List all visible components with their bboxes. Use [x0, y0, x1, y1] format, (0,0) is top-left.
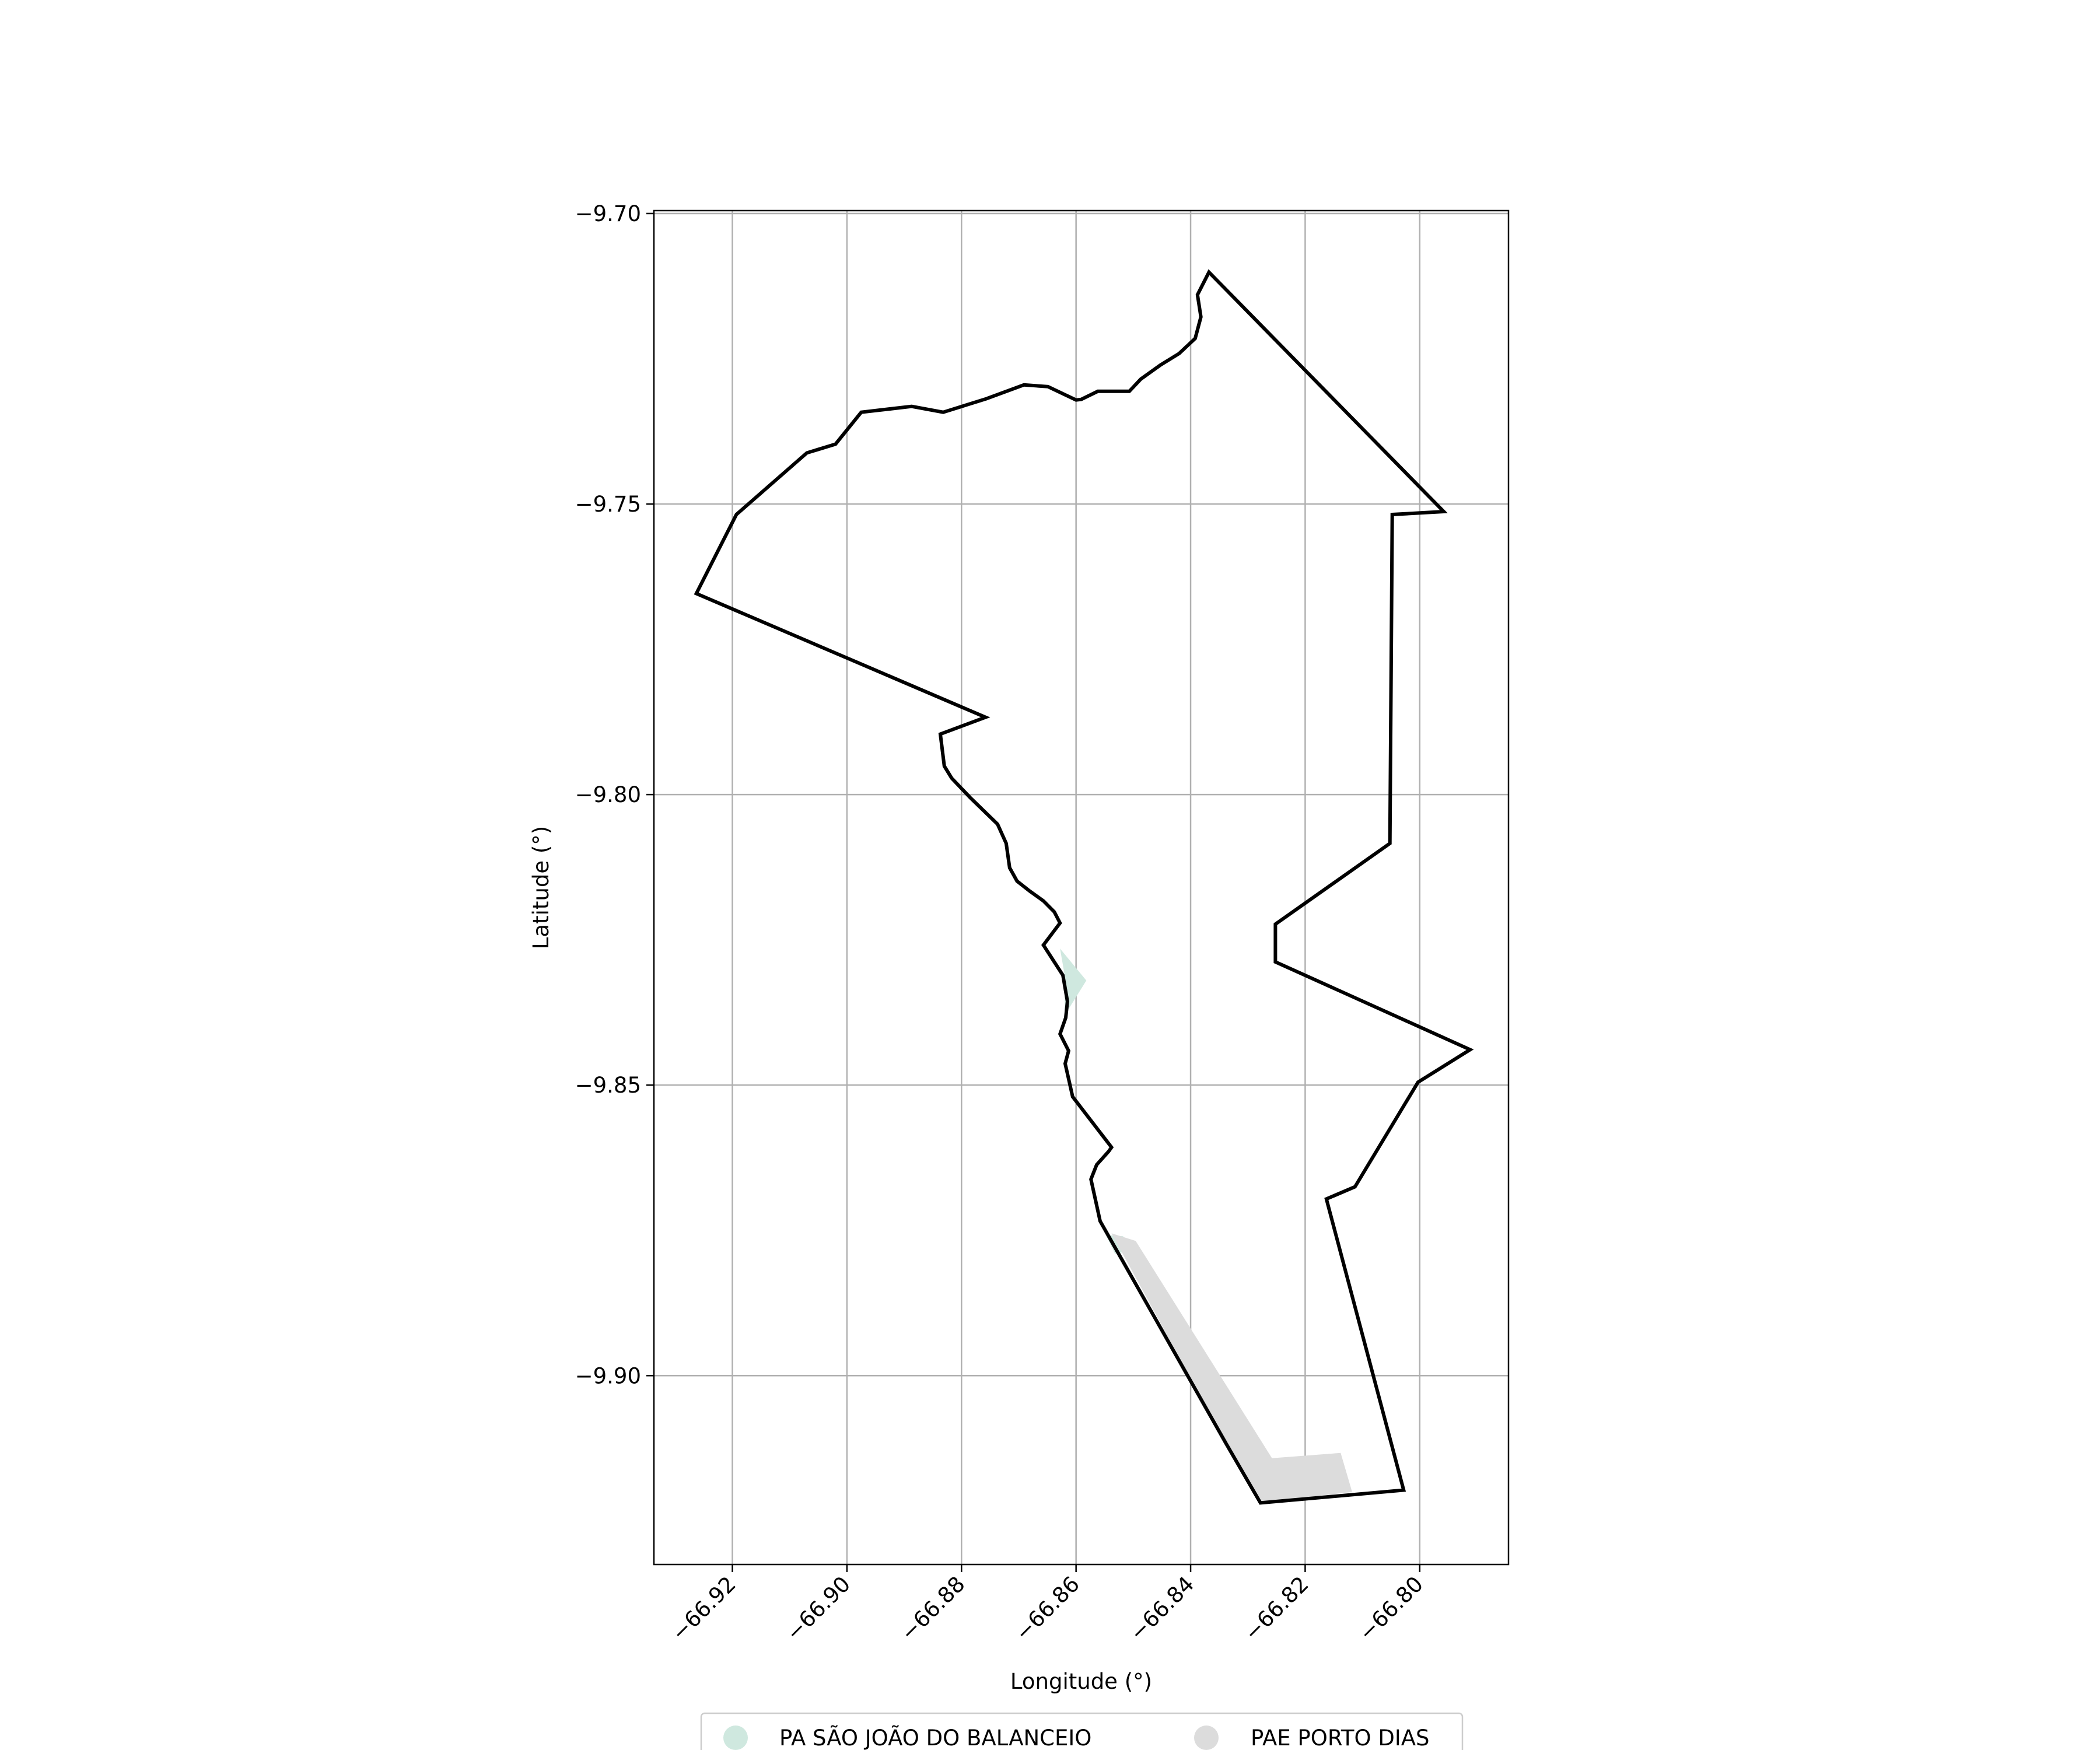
- x-tick-label-2: −66.88: [895, 1572, 970, 1646]
- x-tick-label-1: −66.90: [781, 1572, 855, 1646]
- y-axis-ticks: −9.70 −9.75 −9.80 −9.85 −9.90: [575, 201, 654, 1388]
- y-tick-label-2: −9.80: [575, 782, 641, 807]
- plot-frame: [653, 209, 1510, 1566]
- area-pae-porto-dias-2: [1111, 1233, 1352, 1503]
- x-tick-label-4: −66.84: [1125, 1572, 1199, 1646]
- x-tick-label-0: −66.92: [667, 1572, 741, 1646]
- legend-marker-pa-sao-joao-do-balanceio: [723, 1726, 748, 1750]
- y-tick-label-0: −9.70: [575, 201, 641, 226]
- x-axis-ticks: −66.92 −66.90 −66.88 −66.86 −66.84 −66.82 −66.…: [667, 1564, 1428, 1646]
- legend-label-pa-sao-joao-do-balanceio: PA SÃO JOÃO DO BALANCEIO: [779, 1725, 1091, 1750]
- municipal-boundary: [694, 269, 1474, 1505]
- boundary-layer: [694, 269, 1474, 1505]
- legend-label-pae-porto-dias: PAE PORTO DIAS: [1251, 1726, 1430, 1750]
- y-tick-label-4: −9.90: [575, 1363, 641, 1388]
- x-axis-label: Longitude (°): [1010, 1669, 1152, 1694]
- y-tick-label-1: −9.75: [575, 492, 641, 517]
- y-axis-label: Latitude (°): [528, 826, 554, 949]
- legend-marker-pae-porto-dias: [1194, 1726, 1219, 1750]
- legend: PA SÃO JOÃO DO BALANCEIO PAE PORTO DIAS: [700, 1712, 1464, 1750]
- x-tick-label-6: −66.80: [1354, 1572, 1428, 1646]
- y-tick-label-3: −9.85: [575, 1073, 641, 1098]
- x-tick-label-3: −66.86: [1010, 1572, 1084, 1646]
- grid-lines: [654, 211, 1508, 1564]
- x-tick-label-5: −66.82: [1240, 1572, 1314, 1646]
- legend-box: [700, 1712, 1464, 1750]
